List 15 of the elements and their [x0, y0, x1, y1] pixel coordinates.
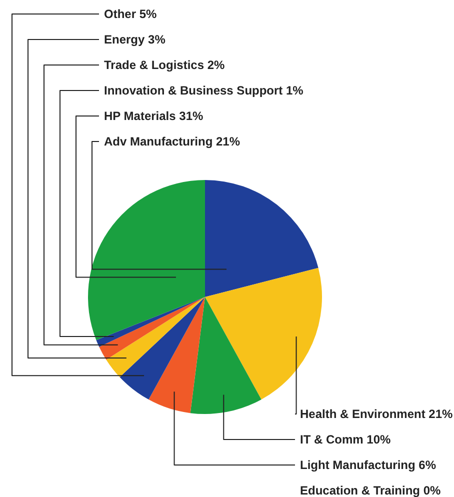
pie-slice	[205, 180, 318, 297]
slice-label: Other 5%	[104, 7, 158, 21]
slice-label: Health & Environment 21%	[300, 407, 454, 421]
pie-slice	[190, 297, 262, 414]
slice-label: Trade & Logistics 2%	[104, 58, 226, 72]
pie-slice	[205, 268, 322, 400]
category-label: Education & Training 0%	[300, 484, 441, 497]
slice-label: HP Materials 31%	[104, 109, 204, 123]
pie-slice	[106, 297, 205, 378]
slice-label: Adv Manufacturing 21%	[104, 134, 240, 148]
pie-slice	[88, 180, 205, 340]
slice-label: Light Manufacturing 6%	[300, 458, 436, 472]
slice-label: Innovation & Business Support 1%	[104, 84, 304, 98]
slice-label: IT & Comm 10%	[300, 432, 392, 446]
slice-label: Energy 3%	[104, 32, 166, 46]
